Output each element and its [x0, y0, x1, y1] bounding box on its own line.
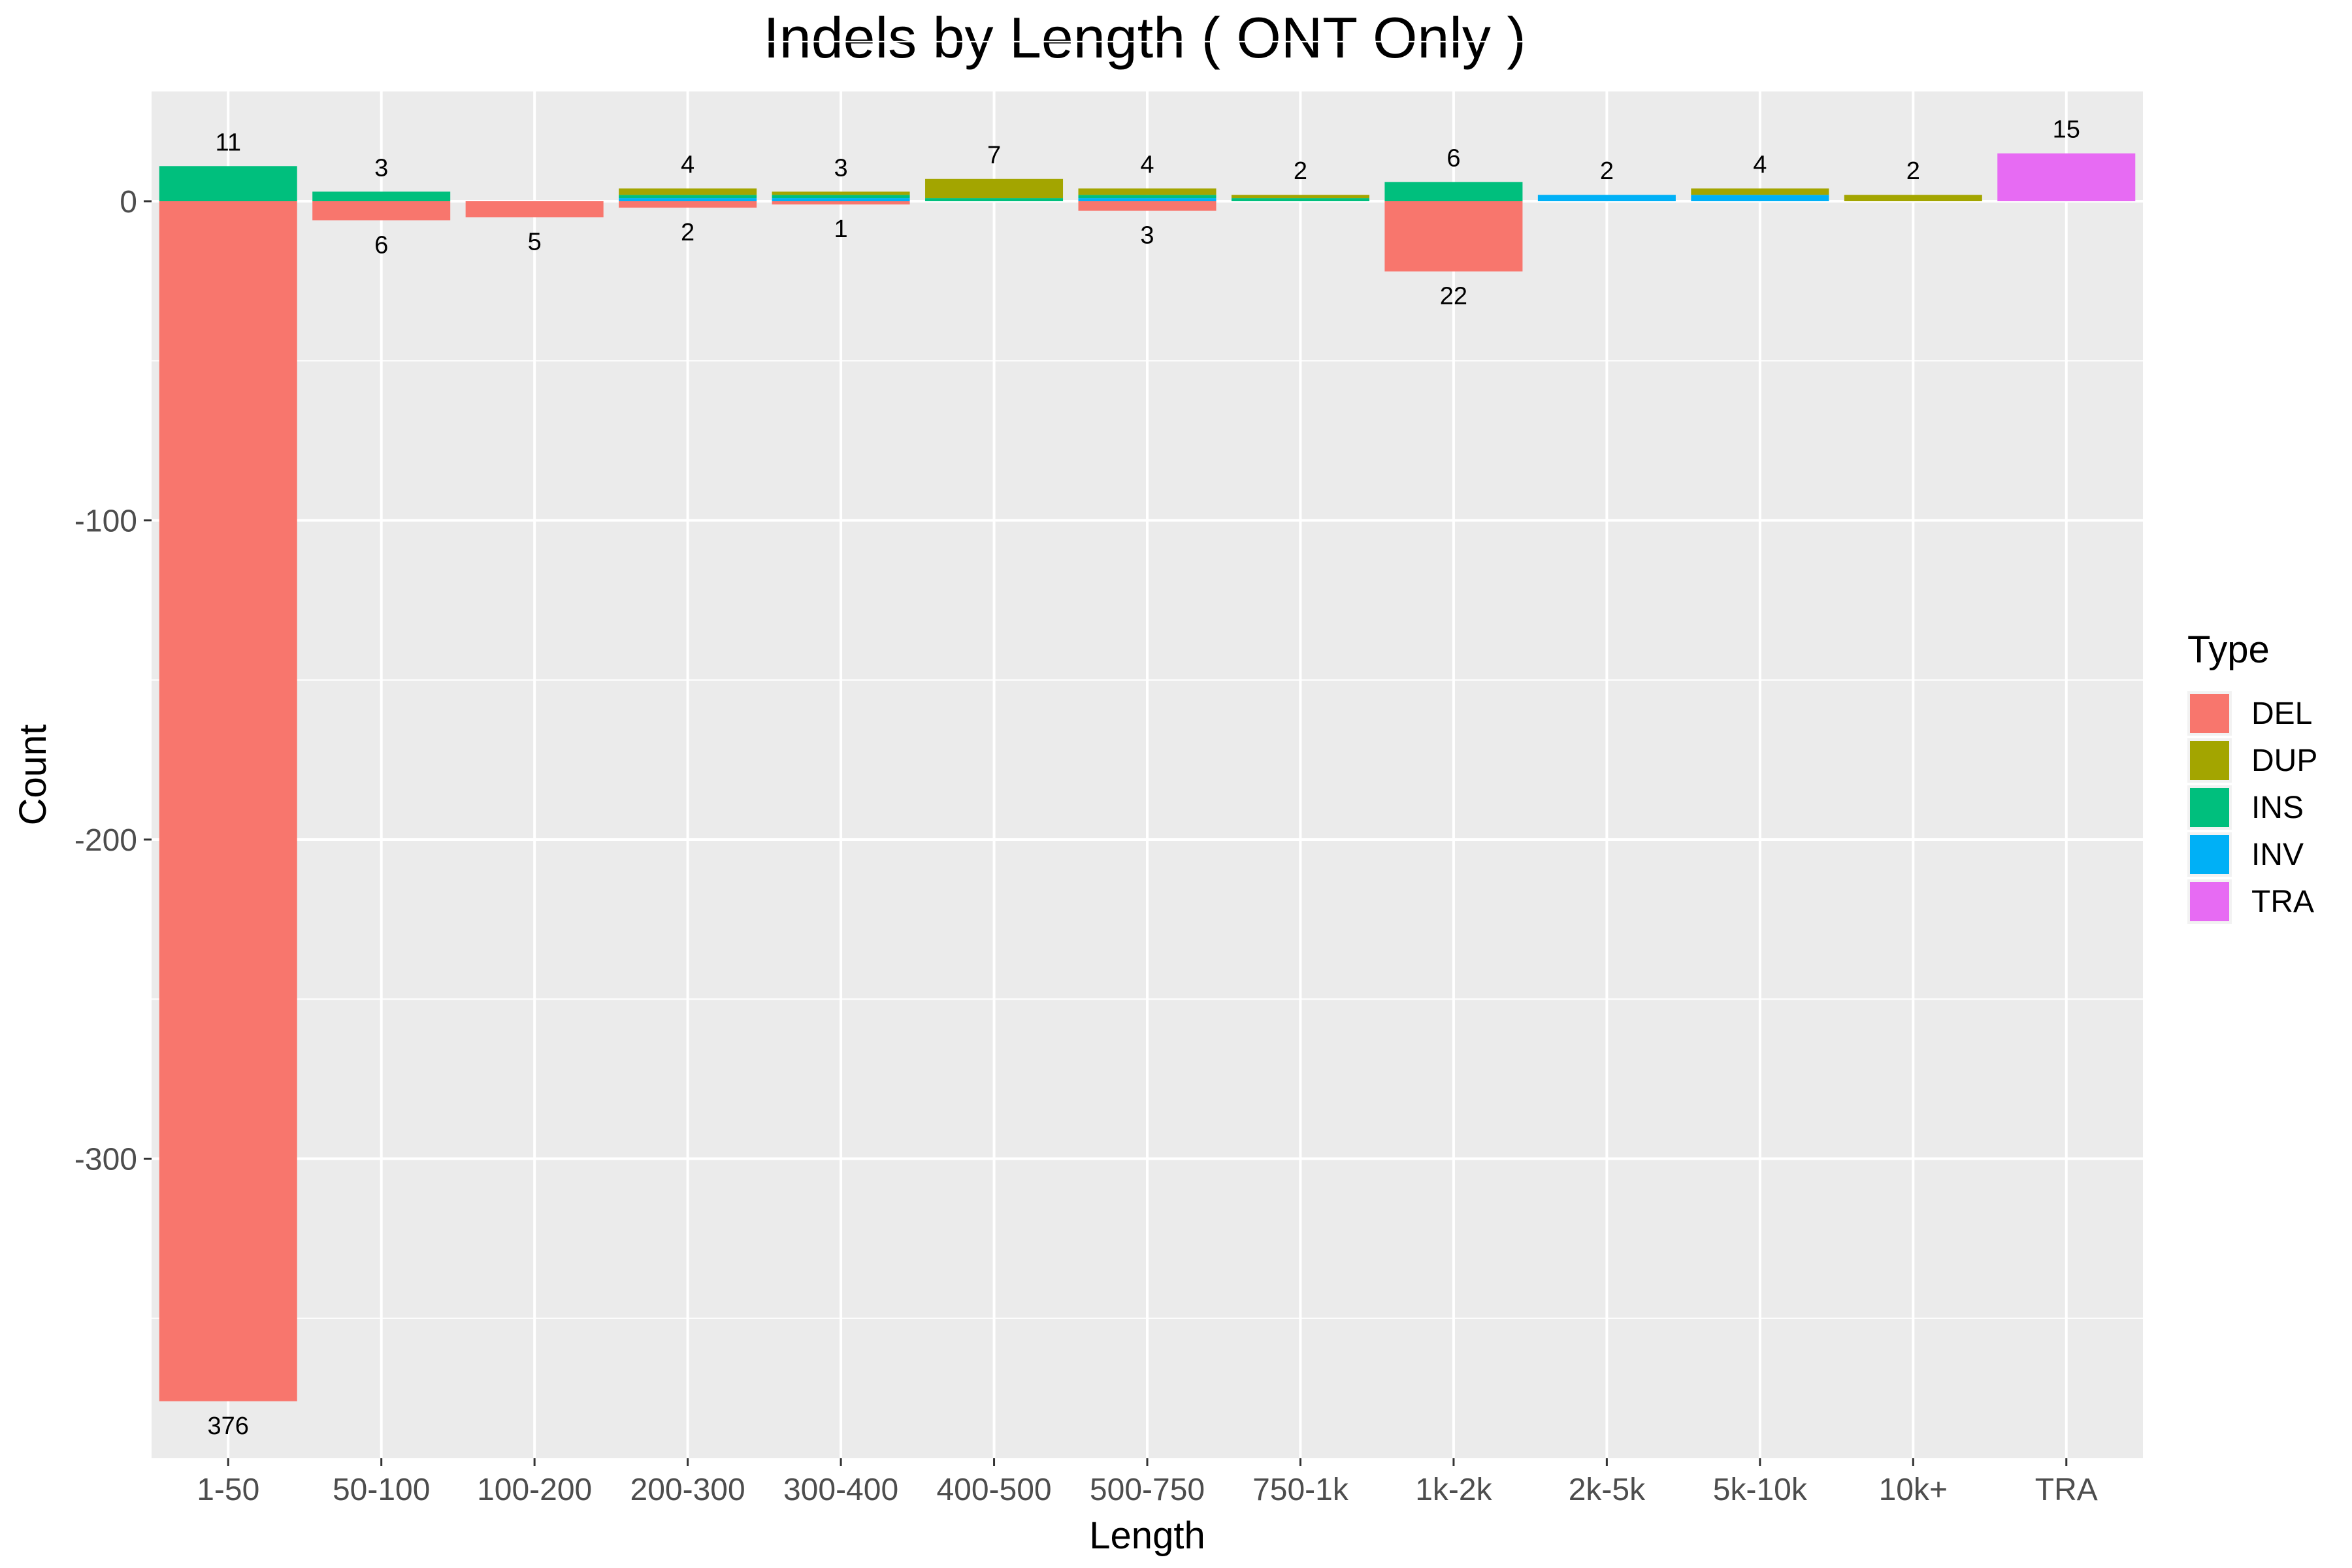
x-tick-label: 750-1k	[1252, 1473, 1349, 1507]
data-label-negative: 1	[834, 216, 848, 243]
bar-dup-300-400	[772, 191, 910, 195]
data-label-positive: 4	[1753, 151, 1767, 178]
bar-ins-400-500	[925, 198, 1064, 201]
data-label-negative: 22	[1440, 282, 1467, 310]
bar-del-500-750	[1078, 201, 1217, 211]
bar-dup-10k+	[1844, 195, 1982, 201]
bar-del-1-50	[159, 201, 297, 1401]
bar-ins-500-750	[1078, 195, 1217, 199]
data-label-negative: 376	[208, 1413, 249, 1440]
bar-dup-5k-10k	[1691, 188, 1829, 195]
bar-del-50-100	[312, 201, 451, 221]
bar-dup-750-1k	[1231, 195, 1369, 199]
bar-dup-200-300	[619, 188, 757, 195]
bar-ins-1-50	[159, 166, 297, 201]
x-tick-label: 200-300	[630, 1473, 745, 1507]
x-tick-label: 400-500	[936, 1473, 1051, 1507]
data-label-positive: 2	[1600, 157, 1614, 185]
y-axis-title: Count	[12, 725, 54, 826]
y-tick-label: -200	[74, 823, 137, 858]
y-tick-label: -100	[74, 504, 137, 539]
bar-dup-400-500	[925, 178, 1064, 199]
bar-ins-1k-2k	[1384, 182, 1523, 201]
bars	[159, 153, 2136, 1401]
legend-title: Type	[2187, 629, 2270, 671]
data-label-positive: 15	[2053, 116, 2080, 144]
x-axis: 1-50 50-100 100-200 200-300 300-400 400-500 50…	[197, 1458, 2098, 1507]
bar-inv-200-300	[619, 198, 757, 201]
legend-swatch-tra	[2190, 882, 2229, 921]
bar-tra-TRA	[1997, 153, 2136, 201]
x-axis-title: Length	[1089, 1514, 1205, 1557]
legend-swatch-dup	[2190, 741, 2229, 780]
bar-inv-5k-10k	[1691, 195, 1829, 201]
y-axis: 0 -100 -200 -300	[74, 185, 152, 1177]
data-label-negative: 2	[681, 219, 694, 246]
bar-ins-200-300	[619, 195, 757, 199]
bar-del-1k-2k	[1384, 201, 1523, 272]
legend-label-del: DEL	[2251, 696, 2312, 731]
data-label-positive: 4	[1140, 151, 1154, 178]
data-label-negative: 3	[1140, 222, 1154, 250]
data-label-positive: 4	[681, 151, 694, 178]
data-label-positive: 11	[216, 129, 241, 156]
legend-label-tra: TRA	[2251, 885, 2314, 919]
legend-label-dup: DUP	[2251, 743, 2317, 778]
bar-del-300-400	[772, 201, 910, 204]
bar-ins-300-400	[772, 195, 910, 199]
chart-title: Indels by Length ( ONT Only )	[763, 5, 1526, 70]
legend-swatch-inv	[2190, 835, 2229, 874]
data-label-positive: 2	[1906, 157, 1920, 185]
data-label-negative: 5	[528, 228, 542, 255]
y-tick-label: -300	[74, 1143, 137, 1177]
legend-label-inv: INV	[2251, 838, 2304, 872]
x-tick-label: 1-50	[197, 1473, 259, 1507]
bar-del-200-300	[619, 201, 757, 208]
legend-swatch-ins	[2190, 788, 2229, 827]
legend: Type DEL DUP INS INV TRA	[2187, 629, 2317, 924]
data-label-positive: 6	[1446, 145, 1460, 172]
bar-inv-300-400	[772, 198, 910, 201]
legend-label-ins: INS	[2251, 791, 2304, 825]
bar-ins-50-100	[312, 191, 451, 201]
x-tick-label: 10k+	[1879, 1473, 1948, 1507]
bar-del-100-200	[465, 201, 604, 218]
bar-ins-750-1k	[1231, 198, 1369, 201]
legend-swatch-del	[2190, 694, 2229, 733]
x-tick-label: 5k-10k	[1713, 1473, 1808, 1507]
data-label-positive: 3	[834, 154, 848, 182]
bar-inv-2k-5k	[1537, 195, 1676, 201]
x-tick-label: 300-400	[783, 1473, 898, 1507]
x-tick-label: 50-100	[333, 1473, 430, 1507]
data-label-negative: 6	[374, 231, 388, 259]
bar-inv-500-750	[1078, 198, 1217, 201]
x-tick-label: 100-200	[477, 1473, 592, 1507]
x-tick-label: 1k-2k	[1415, 1473, 1492, 1507]
bar-dup-500-750	[1078, 188, 1217, 195]
data-label-positive: 2	[1294, 157, 1307, 185]
x-tick-label: 2k-5k	[1569, 1473, 1646, 1507]
data-label-positive: 3	[374, 154, 388, 182]
y-tick-label: 0	[120, 185, 137, 220]
data-label-positive: 7	[987, 142, 1001, 169]
x-tick-label: 500-750	[1090, 1473, 1205, 1507]
x-tick-label: TRA	[2035, 1473, 2098, 1507]
